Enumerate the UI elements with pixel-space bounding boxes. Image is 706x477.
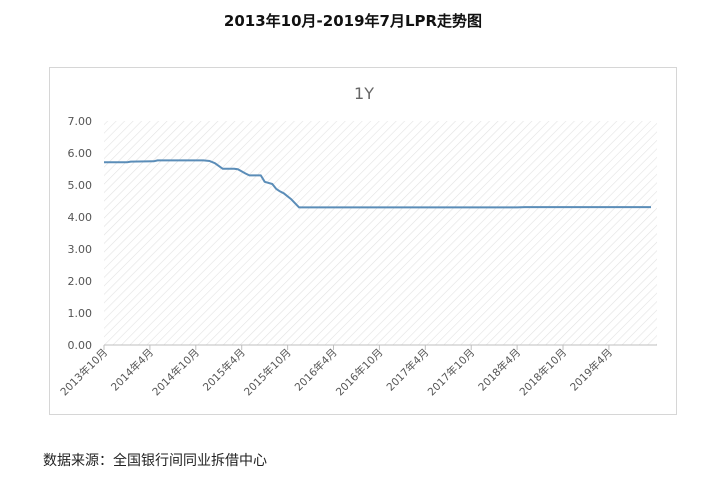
- chart-title: 1Y: [354, 84, 374, 103]
- series-layer: [104, 159, 651, 209]
- x-tick-label: 2019年4月: [567, 346, 615, 394]
- x-tick-label: 2014年10月: [150, 346, 202, 398]
- page-title: 2013年10月-2019年7月LPR走势图: [223, 12, 483, 30]
- x-tick-label: 2015年4月: [200, 346, 248, 394]
- y-tick-label: 3.00: [68, 243, 93, 256]
- x-tick-label: 2016年4月: [292, 346, 340, 394]
- y-tick-label: 7.00: [68, 115, 93, 128]
- x-tick-label: 2018年4月: [476, 346, 524, 394]
- chart-container: 1Y 0.00 1.00 2.00 3.00 4.00 5.00 6.00 7.00 2013年…: [49, 67, 677, 415]
- x-tick-label: 2015年10月: [241, 346, 293, 398]
- x-tick-label: 2014年4月: [108, 346, 156, 394]
- series-line: [104, 159, 651, 209]
- lpr-line-chart: 1Y 0.00 1.00 2.00 3.00 4.00 5.00 6.00 7.00 2013年…: [58, 84, 657, 398]
- x-tick-label: 2017年10月: [425, 346, 477, 398]
- y-tick-label: 0.00: [68, 339, 93, 352]
- x-tick-label: 2017年4月: [384, 346, 432, 394]
- x-tick-label: 2013年10月: [58, 346, 110, 398]
- y-tick-label: 6.00: [68, 147, 93, 160]
- y-tick-label: 4.00: [68, 211, 93, 224]
- source-note: 数据来源：全国银行间同业拆借中心: [43, 453, 267, 469]
- y-tick-label: 5.00: [68, 179, 93, 192]
- x-tick-label: 2016年10月: [333, 346, 385, 398]
- x-tick-label: 2018年10月: [517, 346, 569, 398]
- plot-area: [104, 121, 657, 345]
- y-tick-label: 2.00: [68, 275, 93, 288]
- y-tick-label: 1.00: [68, 307, 93, 320]
